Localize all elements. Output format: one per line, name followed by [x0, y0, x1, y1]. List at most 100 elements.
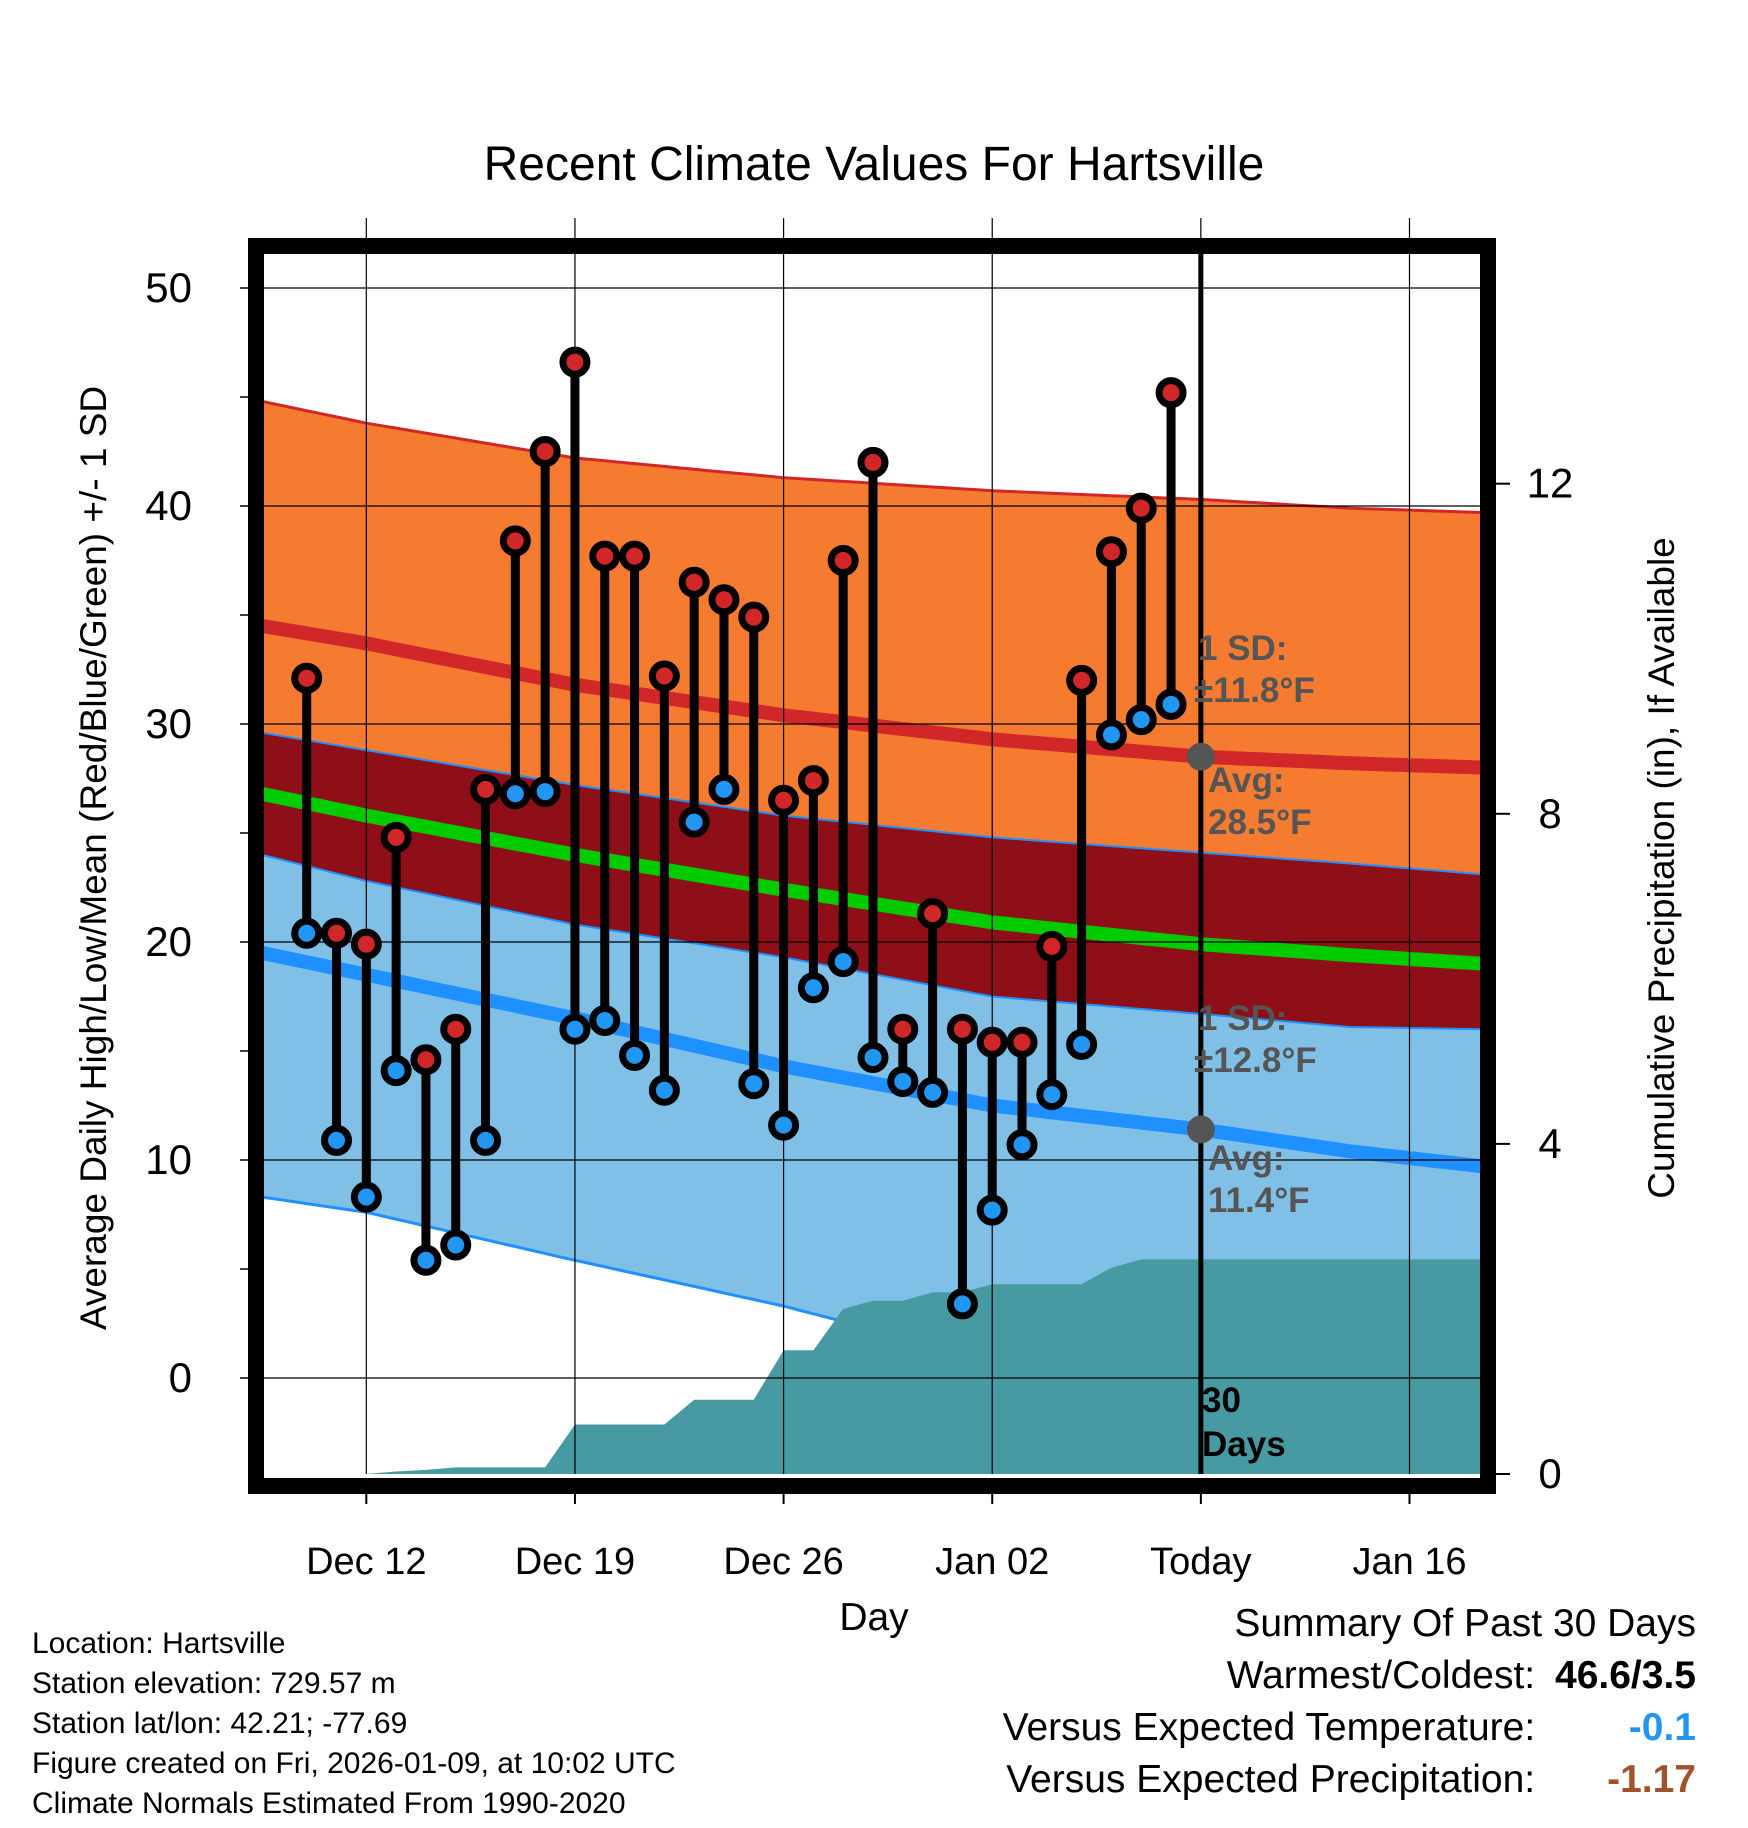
high-marker — [946, 1013, 978, 1045]
high-marker — [291, 662, 323, 694]
low-marker — [321, 1124, 353, 1156]
high-sd-value: ±11.8°F — [1194, 671, 1315, 710]
low-marker — [1095, 719, 1127, 751]
summary-panel: Summary Of Past 30 Days Warmest/Coldest:… — [1003, 1598, 1696, 1806]
day-range — [1155, 377, 1187, 720]
location-text: Location: Hartsville — [32, 1627, 286, 1660]
high-marker — [1066, 664, 1098, 696]
day-range — [589, 540, 621, 1036]
high-avg-label: Avg: — [1208, 761, 1284, 800]
x-tick-label: Today — [1150, 1541, 1251, 1583]
y-tick-label: 10 — [145, 1136, 192, 1183]
day-range — [350, 928, 382, 1213]
temp-label: Versus Expected Temperature: — [1002, 1706, 1536, 1749]
low-sd-value: ±12.8°F — [1194, 1041, 1317, 1080]
high-marker — [1095, 536, 1127, 568]
day-range — [678, 566, 710, 838]
low-marker — [946, 1288, 978, 1320]
high-marker — [678, 566, 710, 598]
high-marker — [410, 1044, 442, 1076]
y2-tick-label: 8 — [1538, 790, 1561, 837]
summary-title: Summary Of Past 30 Days — [1234, 1602, 1696, 1645]
y-axis-label: Average Daily High/Low/Mean (Red/Blue/Gr… — [73, 386, 114, 1330]
latlon-text: Station lat/lon: 42.21; -77.69 — [32, 1707, 408, 1740]
day-range — [470, 773, 502, 1156]
y-tick-label: 30 — [145, 700, 192, 747]
high-avg-point — [1186, 742, 1215, 771]
low-marker — [1155, 688, 1187, 720]
high-marker — [768, 784, 800, 816]
high-marker — [619, 540, 651, 572]
high-marker — [529, 436, 561, 467]
low-marker — [708, 773, 740, 805]
warm-cold-row: Warmest/Coldest: 46.6/3.5 — [1003, 1650, 1696, 1702]
day-range — [1006, 1026, 1038, 1161]
day-range — [529, 436, 561, 808]
low-marker — [827, 946, 859, 978]
y-tick-label: 40 — [145, 482, 192, 529]
day-range — [946, 1013, 978, 1320]
low-avg-value: 11.4°F — [1208, 1181, 1310, 1220]
low-marker — [1036, 1079, 1068, 1111]
precip-value: -1.17 — [1607, 1758, 1696, 1801]
x-tick-label: Dec 12 — [306, 1541, 426, 1583]
day-range — [797, 765, 829, 1004]
high-marker — [321, 917, 353, 949]
low-marker — [648, 1074, 680, 1106]
precipitation-area — [262, 1259, 1484, 1474]
high-marker — [708, 584, 740, 616]
low-marker — [559, 1013, 591, 1045]
day-range — [708, 584, 740, 805]
day-range — [768, 784, 800, 1141]
x-tick-label: Dec 19 — [515, 1541, 635, 1583]
day-range — [321, 917, 353, 1156]
elevation-text: Station elevation: 729.57 m — [32, 1667, 396, 1700]
high-marker — [499, 525, 531, 557]
day-range — [976, 1026, 1008, 1226]
x-tick-label: Jan 16 — [1352, 1541, 1466, 1583]
high-marker — [1155, 377, 1187, 409]
day-range — [1125, 492, 1157, 736]
low-marker — [380, 1055, 412, 1087]
low-marker — [887, 1066, 919, 1098]
low-marker — [678, 806, 710, 838]
low-marker — [1125, 704, 1157, 736]
day-range — [291, 662, 323, 949]
day-range — [499, 525, 531, 810]
normals-text: Climate Normals Estimated From 1990-2020 — [32, 1787, 626, 1820]
low-avg-label: Avg: — [1208, 1139, 1284, 1178]
temp-row: Versus Expected Temperature: -0.1 — [1003, 1702, 1696, 1754]
low-avg-point — [1186, 1115, 1215, 1144]
high-marker — [887, 1013, 919, 1045]
temp-value: -0.1 — [1628, 1706, 1696, 1749]
y2-axis-label: Cumulative Precipitation (in), If Availa… — [1641, 537, 1682, 1199]
created-text: Figure created on Fri, 2026-01-09, at 10… — [32, 1747, 676, 1780]
low-marker — [291, 917, 323, 949]
x-tick-label: Jan 02 — [935, 1541, 1049, 1583]
day-range — [1066, 664, 1098, 1060]
y-tick-label: 50 — [145, 264, 192, 311]
high-marker — [917, 898, 949, 930]
low-marker — [350, 1181, 382, 1213]
y2-tick-label: 4 — [1538, 1120, 1561, 1167]
chart-title: Recent Climate Values For Hartsville — [484, 138, 1265, 191]
high-sd-label: 1 SD: — [1198, 629, 1287, 668]
warm-cold-label: Warmest/Coldest: — [1226, 1654, 1536, 1697]
precip-row: Versus Expected Precipitation: -1.17 — [1003, 1754, 1696, 1806]
window-label-unit: Days — [1202, 1425, 1286, 1464]
day-range — [917, 898, 949, 1108]
day-range — [648, 660, 680, 1106]
high-marker — [648, 660, 680, 692]
low-marker — [976, 1194, 1008, 1226]
warm-cold-value: 46.6/3.5 — [1555, 1654, 1696, 1697]
low-marker — [1066, 1028, 1098, 1060]
low-marker — [917, 1076, 949, 1108]
precip-label: Versus Expected Precipitation: — [1006, 1758, 1536, 1801]
day-range — [738, 601, 770, 1100]
window-label-count: 30 — [1202, 1381, 1241, 1420]
x-axis-label: Day — [839, 1596, 909, 1639]
high-marker — [738, 601, 770, 633]
station-info: Location: Hartsville Station elevation: … — [32, 1624, 676, 1824]
high-marker — [1125, 492, 1157, 524]
low-marker — [529, 776, 561, 808]
